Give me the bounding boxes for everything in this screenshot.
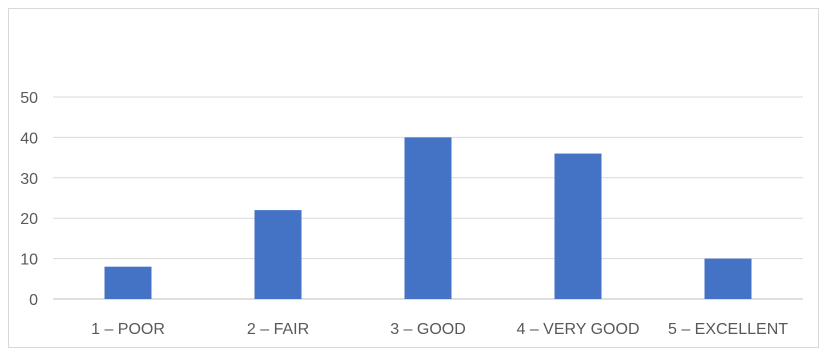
- bar: [704, 258, 752, 299]
- bar-chart: 0 10 20 30 40 50 1 – POOR 2 – FAIR 3 – GOOD 4 – …: [20, 90, 803, 336]
- y-tick-label: 20: [20, 211, 38, 228]
- y-tick-label: 0: [29, 292, 38, 309]
- bar: [104, 266, 152, 299]
- x-axis-labels: 1 – POOR 2 – FAIR 3 – GOOD 4 – VERY GOOD 5 –…: [91, 321, 788, 336]
- x-category-label: 5 – EXCELLENT: [668, 321, 788, 336]
- x-category-label: 1 – POOR: [91, 321, 165, 336]
- y-tick-label: 50: [20, 90, 38, 107]
- y-tick-label: 30: [20, 171, 38, 188]
- bars: [104, 137, 752, 299]
- bar: [404, 137, 452, 299]
- bar: [554, 153, 602, 299]
- y-tick-label: 40: [20, 130, 38, 147]
- bar: [254, 210, 302, 299]
- y-tick-label: 10: [20, 252, 38, 269]
- x-category-label: 2 – FAIR: [247, 321, 309, 336]
- x-category-label: 4 – VERY GOOD: [516, 321, 639, 336]
- x-category-label: 3 – GOOD: [390, 321, 466, 336]
- y-axis-ticks: 0 10 20 30 40 50: [20, 90, 38, 309]
